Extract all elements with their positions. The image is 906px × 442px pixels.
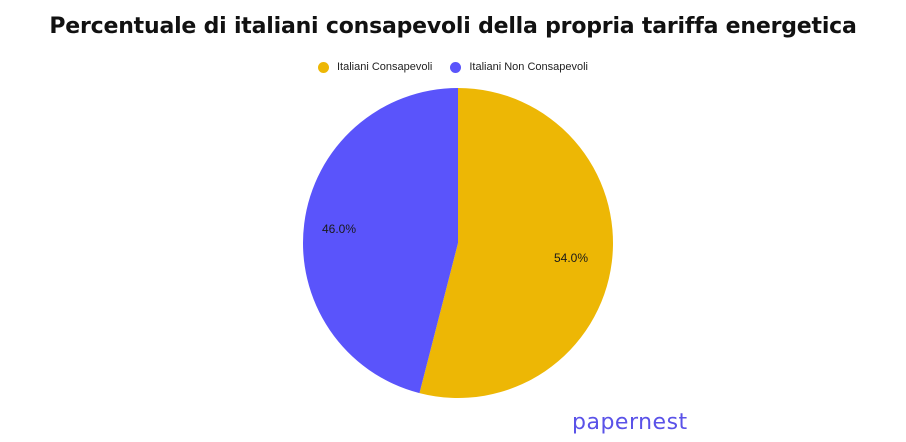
legend-label: Italiani Non Consapevoli — [469, 61, 589, 73]
slice-label-non-consapevoli: 46.0% — [322, 222, 357, 236]
legend-item-consapevoli[interactable]: Italiani Consapevoli — [317, 61, 433, 73]
legend-label: Italiani Consapevoli — [336, 61, 433, 73]
legend-swatch-icon — [317, 61, 329, 73]
chart-title: Percentuale di italiani consapevoli dell… — [49, 14, 857, 39]
papernest-logo: papernest — [572, 410, 688, 435]
pie-slice-0[interactable] — [419, 88, 613, 398]
slice-label-consapevoli: 54.0% — [554, 251, 589, 265]
pie-slice-1[interactable] — [302, 88, 458, 394]
legend: Italiani Consapevoli Italiani Non Consap… — [0, 61, 906, 73]
legend-item-non-consapevoli[interactable]: Italiani Non Consapevoli — [450, 61, 588, 73]
legend-swatch-icon — [450, 61, 462, 73]
